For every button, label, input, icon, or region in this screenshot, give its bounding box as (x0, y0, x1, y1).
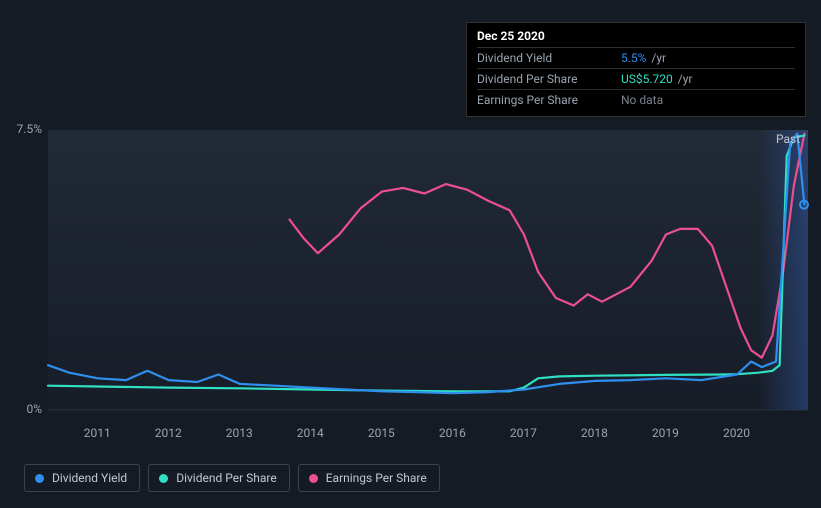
x-axis-label: 2019 (652, 426, 679, 440)
tooltip-row: Dividend Yield 5.5% /yr (477, 47, 795, 68)
legend-item-dividend_yield[interactable]: Dividend Yield (24, 464, 140, 492)
tooltip-row: Dividend Per Share US$5.720 /yr (477, 68, 795, 89)
legend-item-label: Dividend Per Share (176, 471, 277, 485)
x-axis-label: 2013 (226, 426, 253, 440)
hover-tooltip: Dec 25 2020 Dividend Yield5.5% /yrDivide… (466, 22, 806, 117)
y-axis-label: 0% (26, 402, 42, 416)
tooltip-row-label: Dividend Per Share (477, 72, 607, 86)
x-axis-label: 2018 (581, 426, 608, 440)
x-axis-label: 2012 (155, 426, 182, 440)
legend-dot-icon (35, 474, 44, 483)
legend-item-label: Dividend Yield (52, 471, 127, 485)
x-axis-label: 2017 (510, 426, 537, 440)
x-axis-label: 2014 (297, 426, 324, 440)
tooltip-date: Dec 25 2020 (477, 29, 795, 43)
tooltip-row: Earnings Per Share No data (477, 89, 795, 110)
legend-item-dividend_per_share[interactable]: Dividend Per Share (148, 464, 290, 492)
x-axis-label: 2015 (368, 426, 395, 440)
legend-item-earnings_per_share[interactable]: Earnings Per Share (298, 464, 440, 492)
x-axis-label: 2011 (84, 426, 111, 440)
x-axis-label: 2016 (439, 426, 466, 440)
tooltip-row-value: US$5.720 /yr (621, 72, 692, 86)
tooltip-row-value: 5.5% /yr (621, 51, 666, 65)
tooltip-row-label: Earnings Per Share (477, 93, 607, 107)
legend-item-label: Earnings Per Share (326, 471, 427, 485)
y-axis-label: 7.5% (17, 122, 42, 136)
past-label: Past (776, 132, 800, 146)
legend-dot-icon (309, 474, 318, 483)
legend-dot-icon (159, 474, 168, 483)
tooltip-row-value: No data (621, 93, 663, 107)
x-axis-label: 2020 (723, 426, 750, 440)
chart-legend: Dividend Yield Dividend Per Share Earnings… (24, 464, 440, 492)
tooltip-row-label: Dividend Yield (477, 51, 607, 65)
